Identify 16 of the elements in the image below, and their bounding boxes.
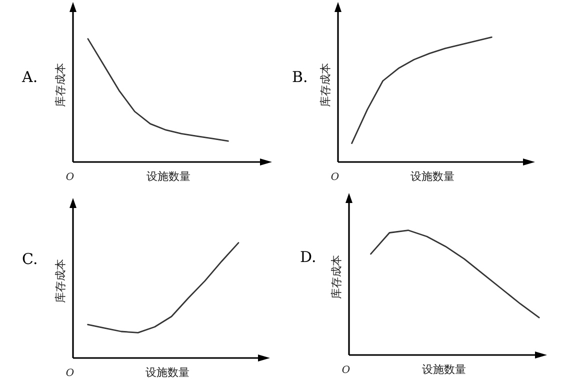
x-axis-title: 设施数量 [146,170,191,183]
text: C. [22,250,38,268]
y-axis-title: 库存成本 [330,255,343,300]
text: O [330,172,340,183]
x-axis-title: 设施数量 [410,170,455,183]
x-axis-title: 设施数量 [146,366,190,379]
y-axis-title: 库存成本 [54,63,67,108]
text: B. [292,68,308,86]
text: O [66,172,74,183]
text: O [66,368,74,379]
y-axis-title: 库存成本 [54,259,67,304]
text: A. [21,68,38,86]
y-axis-title: 库存成本 [319,63,332,108]
x-axis-title: 设施数量 [422,363,466,376]
text: O [342,365,350,376]
text: D. [300,248,316,266]
